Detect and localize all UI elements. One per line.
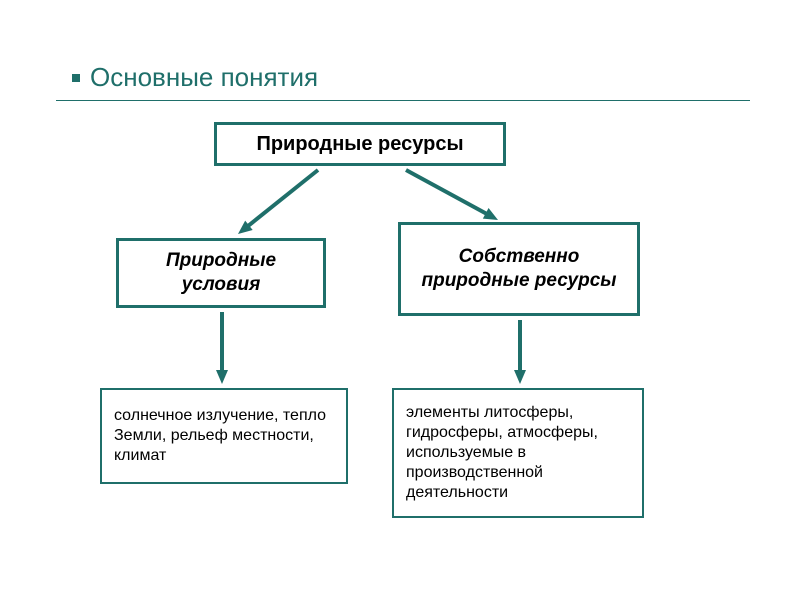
node-natural-conditions-examples: солнечное излучение, тепло Земли, рельеф… — [100, 388, 348, 484]
node-natural-conditions: Природные условия — [116, 238, 326, 308]
node-natural-resources-examples: элементы литосферы, гидросферы, атмосфер… — [392, 388, 644, 518]
node-natural-resources-proper-label: Собственно природные ресурсы — [401, 239, 637, 299]
title-divider — [56, 100, 750, 101]
slide: Основные понятия Природные ресурсы Приро… — [0, 0, 800, 600]
node-natural-conditions-examples-label: солнечное излучение, тепло Земли, рельеф… — [102, 396, 346, 476]
node-natural-resources-examples-label: элементы литосферы, гидросферы, атмосфер… — [394, 393, 642, 513]
slide-title: Основные понятия — [90, 62, 318, 93]
node-root-label: Природные ресурсы — [246, 126, 473, 163]
title-row: Основные понятия — [72, 62, 740, 93]
node-root: Природные ресурсы — [214, 122, 506, 166]
node-natural-conditions-label: Природные условия — [119, 243, 323, 303]
node-natural-resources-proper: Собственно природные ресурсы — [398, 222, 640, 316]
title-bullet-icon — [72, 74, 80, 82]
